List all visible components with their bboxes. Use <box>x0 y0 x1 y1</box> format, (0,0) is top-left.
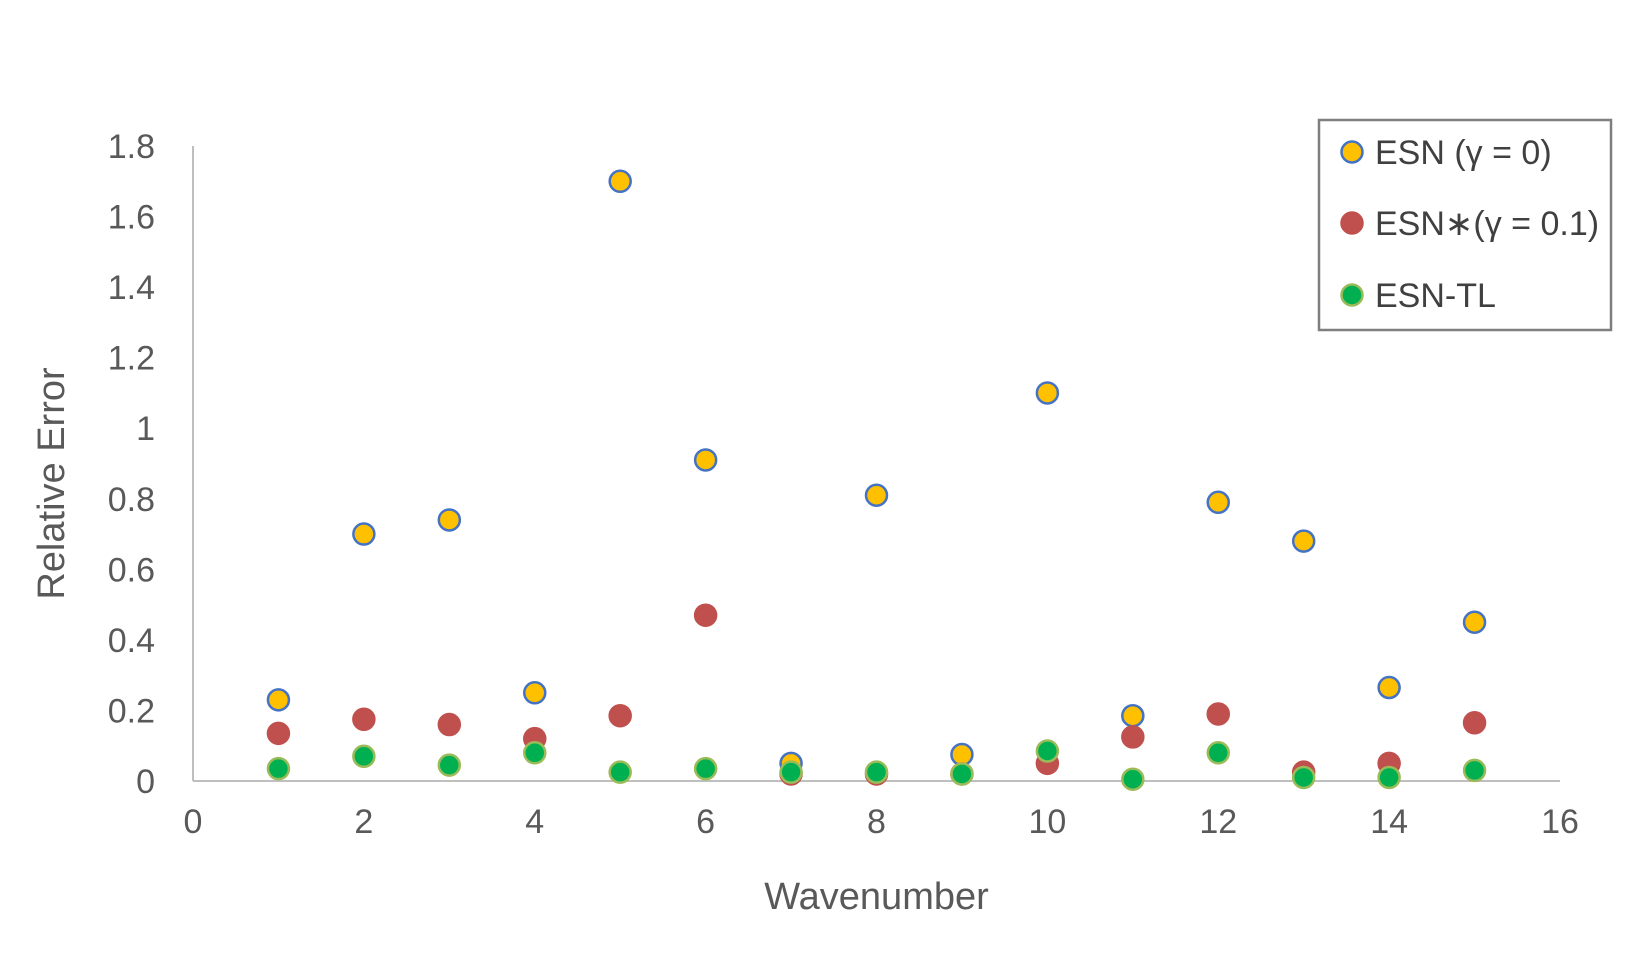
data-point <box>1291 765 1316 790</box>
data-point <box>437 753 462 777</box>
data-point <box>1462 758 1487 783</box>
data-point <box>1035 739 1060 763</box>
data-point <box>779 760 803 784</box>
data-point <box>1121 767 1145 791</box>
legend-item-esn-tl: ESN-TL <box>1340 277 1496 315</box>
data-point <box>1206 702 1230 726</box>
legend-item-esn-star: ESN∗(γ = 0.1) <box>1340 205 1599 243</box>
legend-box <box>1317 118 1613 332</box>
data-point <box>266 721 291 746</box>
legend-marker-esn-tl <box>1340 283 1364 307</box>
x-tick-label: 0 <box>184 803 203 841</box>
y-tick-label: 0.2 <box>108 692 155 730</box>
x-tick-label: 4 <box>525 803 544 841</box>
data-point <box>1206 741 1230 765</box>
y-tick-label: 0 <box>136 763 155 801</box>
x-tick-label: 12 <box>1199 803 1237 841</box>
data-point <box>523 681 547 705</box>
legend-label-esn-star: ESN∗(γ = 0.1) <box>1375 205 1599 243</box>
data-point <box>608 169 632 194</box>
data-point <box>1291 529 1316 553</box>
data-point <box>523 741 547 765</box>
data-point <box>1035 381 1060 405</box>
data-point <box>1206 490 1230 515</box>
series-2 <box>266 739 1487 791</box>
x-tick-label: 2 <box>354 803 373 841</box>
data-point <box>864 760 889 784</box>
legend-label-esn-tl: ESN-TL <box>1375 277 1496 315</box>
data-point <box>266 756 291 781</box>
y-tick-label: 0.4 <box>108 622 155 660</box>
x-tick-label: 14 <box>1370 803 1408 841</box>
legend-item-esn: ESN (γ = 0) <box>1340 134 1552 172</box>
y-tick-label: 0.8 <box>108 481 155 519</box>
data-point <box>1462 711 1487 735</box>
data-point <box>608 703 632 728</box>
y-axis-title: Relative Error <box>31 367 73 600</box>
legend: ESN (γ = 0) ESN∗(γ = 0.1) ESN-TL <box>1317 118 1613 332</box>
y-tick-label: 1.6 <box>108 199 155 237</box>
legend-label-esn: ESN (γ = 0) <box>1375 134 1552 172</box>
data-point <box>693 756 718 781</box>
x-tick-label: 8 <box>867 803 886 841</box>
y-tick-label: 1.8 <box>108 128 155 166</box>
data-point <box>608 760 632 784</box>
y-tick-label: 1.2 <box>108 340 155 378</box>
data-point <box>352 522 376 546</box>
y-tick-label: 1.4 <box>108 269 155 307</box>
data-point <box>352 707 376 732</box>
data-point <box>437 712 462 737</box>
data-point <box>1121 725 1145 749</box>
data-point <box>1377 765 1401 790</box>
data-point <box>950 742 974 767</box>
legend-marker-esn <box>1340 140 1364 164</box>
legend-marker-esn-star <box>1340 211 1364 235</box>
data-point <box>266 688 291 712</box>
data-point <box>352 744 376 769</box>
data-point <box>693 603 718 627</box>
y-tick-label: 1 <box>136 410 155 448</box>
series-0 <box>266 169 1487 776</box>
data-point <box>437 508 462 532</box>
data-point <box>1377 675 1401 700</box>
x-tick-label: 16 <box>1541 803 1579 841</box>
data-point <box>864 483 889 507</box>
y-tick-label: 0.6 <box>108 551 155 589</box>
x-axis-title: Wavenumber <box>764 876 989 918</box>
data-point <box>1121 703 1145 728</box>
x-tick-label: 10 <box>1028 803 1066 841</box>
data-point <box>1462 610 1487 634</box>
data-points <box>266 169 1487 791</box>
data-point <box>693 448 718 472</box>
tick-labels: 0 2 4 6 8 10 12 14 16 0 0.2 0.4 0.6 0.8 1 1.2 1.4 1.6 1.8 <box>108 128 1579 841</box>
data-point <box>950 762 974 786</box>
x-tick-label: 6 <box>696 803 715 841</box>
